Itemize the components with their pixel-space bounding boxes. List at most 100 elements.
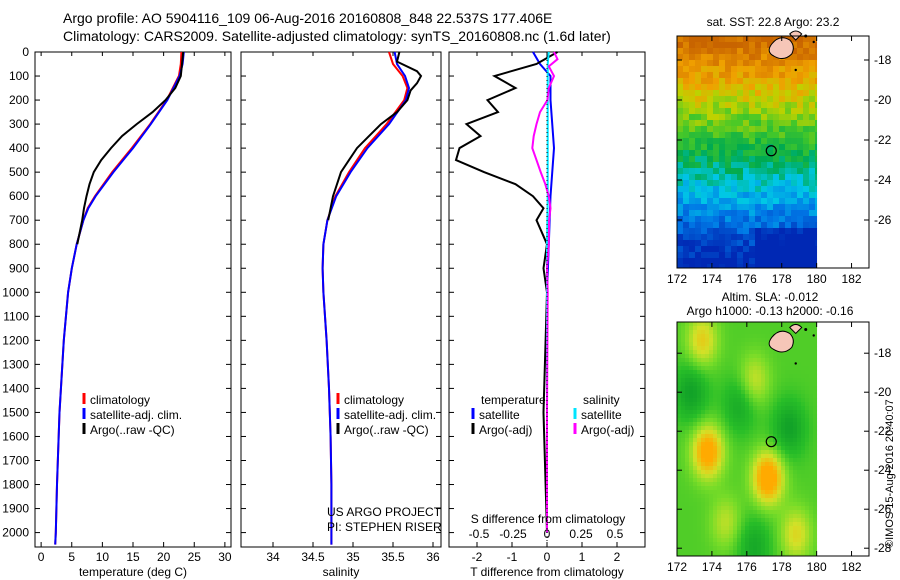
- g-sla-cell: [733, 450, 738, 455]
- g-sla-cell: [793, 446, 798, 451]
- g-sla-cell: [809, 418, 814, 423]
- g-sst-cell: [815, 150, 818, 157]
- g-sla-cell: [753, 526, 758, 531]
- g-sst-cell: [773, 96, 780, 103]
- g-sla-cell: [709, 354, 714, 359]
- g-sst-cell: [725, 246, 732, 253]
- g-sla-cell: [749, 346, 754, 351]
- g-sla-cell: [757, 394, 762, 399]
- g-sla-cell: [761, 554, 766, 557]
- g-sla-cell: [785, 466, 790, 471]
- g-sst-cell: [761, 198, 768, 205]
- g-sla-ytick-label: -20: [874, 385, 892, 399]
- g-sst-cell: [737, 240, 744, 247]
- g-sst-cell: [731, 54, 738, 61]
- g-sla-cell: [801, 338, 806, 343]
- g-sla-cell: [697, 462, 702, 467]
- g-sst-cell: [785, 216, 792, 223]
- g-sst-cell: [737, 108, 744, 115]
- g-sla-cell: [697, 430, 702, 435]
- g-sla-cell: [725, 334, 730, 339]
- g-sla-cell: [685, 458, 690, 463]
- salinity-frame: [240, 51, 442, 548]
- g-sst-cell: [761, 126, 768, 133]
- g-sla-cell: [793, 378, 798, 383]
- g-sla-cell: [805, 330, 810, 335]
- g-sst-cell: [803, 102, 810, 109]
- g-sla-cell: [733, 534, 738, 539]
- g-sla-cell: [729, 382, 734, 387]
- g-sst-cell: [731, 156, 738, 163]
- g-sst-cell: [767, 264, 774, 269]
- g-sla-cell: [741, 466, 746, 471]
- g-sla-cell: [689, 534, 694, 539]
- g-sst-cell: [701, 72, 708, 79]
- g-sla-cell: [781, 398, 786, 403]
- g-sla-cell: [677, 554, 682, 557]
- g-sst-cell: [743, 252, 750, 259]
- g-sla-cell: [757, 338, 762, 343]
- g-sst-cell: [797, 234, 804, 241]
- salinity-xtick-label: 34: [266, 550, 280, 564]
- g-sla-cell: [713, 498, 718, 503]
- g-sla-cell: [765, 406, 770, 411]
- g-sst-cell: [755, 216, 762, 223]
- g-sla-cell: [749, 462, 754, 467]
- g-sst-cell: [749, 138, 756, 145]
- g-sla-cell: [737, 326, 742, 331]
- g-sla-cell: [729, 530, 734, 535]
- g-sla-cell: [757, 446, 762, 451]
- g-sla-cell: [725, 534, 730, 539]
- g-sla-cell: [681, 542, 686, 547]
- depth-tick-label: 500: [9, 165, 29, 179]
- g-sla-cell: [761, 374, 766, 379]
- g-sla-cell: [737, 370, 742, 375]
- g-sla-cell: [757, 502, 762, 507]
- g-sst-cell: [719, 228, 726, 235]
- g-sst-cell: [785, 258, 792, 265]
- g-sla-cell: [805, 498, 810, 503]
- g-sla-cell: [813, 406, 818, 411]
- g-sla-cell: [717, 370, 722, 375]
- g-sst-cell: [779, 192, 786, 199]
- g-sla-cell: [801, 346, 806, 351]
- g-sla-cell: [685, 538, 690, 543]
- g-sst-cell: [677, 192, 684, 199]
- g-sla-cell: [709, 326, 714, 331]
- g-sla-cell: [801, 546, 806, 551]
- g-sla-cell: [729, 554, 734, 557]
- g-sla-cell: [705, 498, 710, 503]
- g-sla-cell: [769, 490, 774, 495]
- g-sst-cell: [707, 192, 714, 199]
- g-sla-cell: [689, 518, 694, 523]
- g-sst-cell: [797, 264, 804, 269]
- g-sla-cell: [709, 418, 714, 423]
- argo-position-marker: [765, 145, 777, 157]
- g-sla-cell: [797, 530, 802, 535]
- g-sla-cell: [721, 490, 726, 495]
- g-sla-cell: [801, 418, 806, 423]
- g-sla-cell: [765, 394, 770, 399]
- g-sla-cell: [745, 382, 750, 387]
- g-sla-cell: [773, 362, 778, 367]
- g-sla-cell: [773, 534, 778, 539]
- g-sla-cell: [793, 494, 798, 499]
- g-sst-cell: [701, 210, 708, 217]
- g-sla-cell: [689, 358, 694, 363]
- g-sst-cell: [731, 192, 738, 199]
- g-sla-cell: [789, 550, 794, 555]
- g-sla-cell: [789, 462, 794, 467]
- g-sla-cell: [789, 470, 794, 475]
- g-sst-cell: [683, 156, 690, 163]
- g-sla-cell: [797, 378, 802, 383]
- g-sla-cell: [785, 426, 790, 431]
- g-sla-cell: [781, 434, 786, 439]
- g-sla-cell: [809, 386, 814, 391]
- g-sla-cell: [677, 406, 682, 411]
- g-sla-cell: [713, 490, 718, 495]
- sla-map-panel: 172 174 176 178 180 182-18-20-22-24-26-28Alti…: [667, 290, 892, 574]
- g-sla-cell: [773, 398, 778, 403]
- g-sla-cell: [777, 518, 782, 523]
- g-sla-cell: [725, 358, 730, 363]
- g-sla-cell: [789, 478, 794, 483]
